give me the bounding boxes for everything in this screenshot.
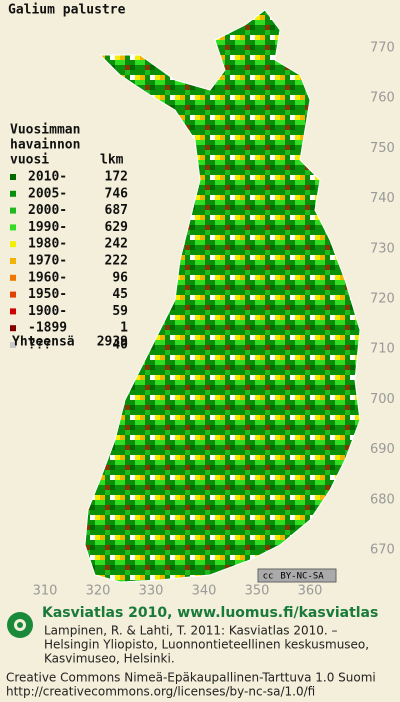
badge-text: BY-NC-SA: [280, 572, 324, 582]
legend-count-heading: lkm: [100, 153, 124, 168]
license-line: http://creativecommons.org/licenses/by-n…: [6, 685, 315, 699]
logo: [7, 612, 33, 638]
legend-count: 687: [105, 203, 128, 218]
legend-count: 1: [120, 321, 128, 336]
y-grid-label: 670: [370, 543, 395, 558]
legend-label: 2000-: [28, 203, 67, 218]
legend-swatch: [10, 308, 16, 315]
license-line: Creative Commons Nimeä-Epäkaupallinen-Ta…: [6, 671, 376, 685]
legend-count: 96: [112, 270, 128, 285]
legend-label: 2010-: [28, 170, 67, 185]
legend-swatch: [10, 291, 16, 298]
legend-count: 629: [105, 220, 128, 235]
legend-label: 1970-: [28, 254, 67, 269]
map-finland: [84, 9, 361, 583]
legend-label: 1950-: [28, 287, 67, 302]
total-label: Yhteensä: [12, 335, 75, 350]
legend-swatch: [10, 274, 16, 281]
legend-swatch: [10, 190, 16, 197]
legend-heading: havainnon: [10, 138, 80, 153]
legend-swatch: [10, 241, 16, 248]
legend-label: 1900-: [28, 304, 67, 319]
legend-swatch: [10, 258, 16, 264]
title: Galium palustre: [8, 3, 126, 18]
legend-label: 2005-: [28, 186, 67, 201]
legend-count: 40: [112, 338, 128, 353]
legend-count: 242: [105, 237, 128, 252]
legend-swatch: [10, 207, 16, 214]
legend-swatch: [10, 224, 16, 231]
y-grid-label: 680: [370, 492, 395, 507]
x-grid-label: 350: [245, 584, 270, 599]
legend-label: 1990-: [28, 220, 67, 235]
y-grid-label: 760: [370, 91, 395, 106]
citation-line: Kasvimuseo, Helsinki.: [44, 652, 175, 666]
legend-count: 59: [112, 304, 128, 319]
y-grid-label: 690: [370, 442, 395, 457]
legend-label: 1960-: [28, 270, 67, 285]
x-grid-label: 330: [139, 584, 164, 599]
grid-labels: 770 760 750 740 730 720 710 700 690 680 670 310 320 3…: [33, 41, 395, 599]
legend-swatch: [10, 325, 16, 332]
y-grid-label: 740: [370, 191, 395, 206]
cc-icon: cc: [263, 572, 274, 582]
y-grid-label: 770: [370, 41, 395, 56]
legend-label: ???: [28, 338, 51, 353]
y-grid-label: 710: [370, 342, 395, 357]
legend-swatch: [10, 342, 16, 348]
legend-count: 172: [105, 170, 128, 185]
x-grid-label: 360: [298, 584, 323, 599]
y-grid-label: 720: [370, 292, 395, 307]
legend-heading: vuosi: [10, 153, 49, 168]
y-grid-label: 700: [370, 392, 395, 407]
legend-label: 1980-: [28, 237, 67, 252]
legend-label: -1899: [28, 321, 67, 336]
legend-swatch: [10, 174, 16, 180]
y-grid-label: 750: [370, 141, 395, 156]
legend-count: 746: [105, 186, 129, 201]
x-grid-label: 320: [86, 584, 111, 599]
total: 2939: [97, 335, 128, 350]
site: Kasviatlas 2010, www.luomus.fi/kasviatla…: [42, 605, 378, 621]
footer: Lampinen, R. & Lahti, T. 2011: Kasviatla…: [6, 624, 376, 699]
legend-count: 45: [112, 287, 128, 302]
legend-heading: Vuosimman: [10, 123, 80, 138]
legend-count: 222: [105, 254, 128, 269]
citation-line: Lampinen, R. & Lahti, T. 2011: Kasviatla…: [44, 624, 338, 638]
x-grid-label: 340: [192, 584, 217, 599]
citation-line: Helsingin Yliopisto, Luonnontieteellinen…: [44, 638, 369, 652]
y-grid-label: 730: [370, 241, 395, 256]
license-badge: cc BY-NC-SA: [257, 568, 337, 583]
x-grid-label: 310: [33, 584, 58, 599]
